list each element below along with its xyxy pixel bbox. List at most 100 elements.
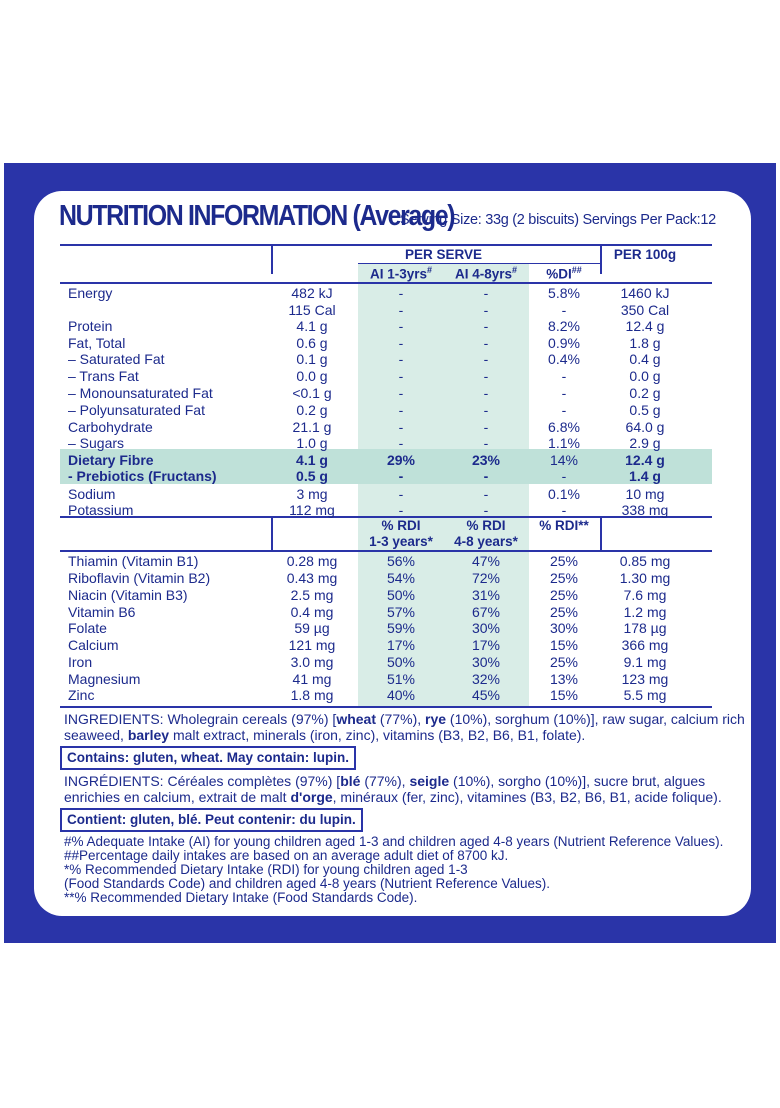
vitamin-rdi-cell: 15% [549,687,579,703]
nutrient-label-cell: - Prebiotics (Fructans) [68,468,217,484]
footnote: *% Recommended Dietary Intake (RDI) for … [64,862,468,877]
ai-4-8-header: AI 4-8yrs# [454,265,518,282]
nutrient-ai13-cell: - [398,502,404,518]
ingredients-en-line2: seaweed, barley malt extract, minerals (… [64,727,586,743]
nutrient-serve-cell: 0.1 g [296,351,328,367]
nutrient-serve-cell: 0.5 g [296,468,328,484]
vitamin-rdi-cell: 30% [549,620,579,636]
vitamin-r13-cell: 57% [386,604,416,620]
page-title: NUTRITION INFORMATION (Average) [59,200,456,232]
nutrient-ai48-cell: - [483,302,489,318]
header-rule [60,282,712,284]
nutrient-ai13-cell: - [398,468,404,484]
vitamin-r13-cell: 17% [386,637,416,653]
vitamin-serve-cell: 121 mg [288,637,336,653]
allergen-box-en: Contains: gluten, wheat. May contain: lu… [60,746,357,770]
ingredients-fr-line2: enrichies en calcium, extrait de malt d'… [64,789,722,805]
ingredients-fr-line1: INGRÉDIENTS: Céréales complètes (97%) [b… [64,773,706,789]
nutrient-di-cell: 14% [549,452,579,468]
nutrient-ai48-cell: - [483,368,489,384]
nutrient-p100-cell: 2.9 g [629,435,661,451]
vitamin-p100-cell: 178 µg [623,620,667,636]
vitamin-r48-cell: 32% [471,671,501,687]
vitamin-p100-cell: 1.30 mg [619,570,671,586]
nutrient-label-cell: Dietary Fibre [68,452,154,468]
vitamin-rdi-cell: 15% [549,637,579,653]
nutrient-di-cell: 0.4% [548,351,580,367]
per-serve-header: PER SERVE [404,247,483,262]
nutrient-di-cell: - [561,468,567,484]
nutrient-di-cell: - [561,302,567,318]
table-top-rule [60,244,712,246]
nutrient-p100-cell: 338 mg [621,502,669,518]
rdi-divider-left [271,516,273,550]
vitamin-r48-cell: 30% [471,654,501,670]
nutrient-ai13-cell: - [398,351,404,367]
nutrient-ai13-cell: 29% [386,452,416,468]
nutrient-serve-cell: 4.1 g [296,452,328,468]
vitamin-label-cell: Iron [68,654,93,670]
nutrient-ai48-cell: - [483,502,489,518]
nutrient-label-cell: – Sugars [68,435,125,451]
vitamin-serve-cell: 0.43 mg [286,570,338,586]
ai-1-3-header: AI 1-3yrs# [369,265,433,282]
nutrient-serve-cell: 21.1 g [292,419,332,435]
per-serve-underline [358,263,600,264]
nutrient-ai13-cell: - [398,419,404,435]
vitamin-r13-cell: 54% [386,570,416,586]
nutrient-label-cell: Energy [68,285,113,301]
vitamin-label-cell: Riboflavin (Vitamin B2) [68,570,211,586]
nutrient-p100-cell: 0.2 g [629,385,661,401]
nutrient-p100-cell: 1.8 g [629,335,661,351]
vitamin-serve-cell: 1.8 mg [290,687,334,703]
vitamin-label-cell: Calcium [68,637,119,653]
nutrient-di-cell: 6.8% [548,419,580,435]
nutrient-p100-cell: 0.4 g [629,351,661,367]
nutrient-p100-cell: 12.4 g [625,318,665,334]
vitamin-serve-cell: 3.0 mg [290,654,334,670]
nutrient-serve-cell: 115 Cal [288,302,336,318]
rdi-adult-header: % RDI** [539,518,589,533]
vitamin-serve-cell: 41 mg [292,671,332,687]
nutrient-di-cell: - [561,368,567,384]
nutrient-ai48-cell: - [483,419,489,435]
vitamin-r48-cell: 45% [471,687,501,703]
vitamin-r13-cell: 56% [386,553,416,569]
rdi-rule [60,516,712,518]
nutrient-ai48-cell: 23% [471,452,501,468]
nutrient-serve-cell: 4.1 g [296,318,328,334]
nutrient-ai48-cell: - [483,402,489,418]
nutrient-ai13-cell: - [398,402,404,418]
nutrient-di-cell: 1.1% [548,435,580,451]
serving-info: Serving Size: 33g (2 biscuits) Servings … [400,212,716,228]
nutrient-p100-cell: 10 mg [625,486,665,502]
vitamin-rdi-cell: 25% [549,587,579,603]
vitamin-rdi-cell: 25% [549,570,579,586]
table-bottom-rule [60,706,712,708]
nutrient-label-cell: Protein [68,318,113,334]
footnote: **% Recommended Dietary Intake (Food Sta… [64,890,418,905]
nutrient-ai48-cell: - [483,435,489,451]
nutrient-ai13-cell: - [398,486,404,502]
nutrient-serve-cell: 482 kJ [291,285,333,301]
nutrient-p100-cell: 12.4 g [625,452,665,468]
footnote: #% Adequate Intake (AI) for young childr… [64,834,724,849]
ai-column-shade [358,263,529,706]
vitamin-r13-cell: 40% [386,687,416,703]
pdi-header: %DI## [546,265,582,282]
vitamin-label-cell: Vitamin B6 [68,604,136,620]
col-divider-left [271,244,273,274]
vitamin-p100-cell: 9.1 mg [623,654,667,670]
nutrient-di-cell: - [561,385,567,401]
vitamin-rdi-cell: 25% [549,604,579,620]
fibre-highlight [60,449,712,484]
vitamin-r13-cell: 59% [386,620,416,636]
vitamin-p100-cell: 0.85 mg [619,553,671,569]
nutrient-serve-cell: 0.0 g [296,368,328,384]
nutrient-ai48-cell: - [483,285,489,301]
vitamin-p100-cell: 123 mg [621,671,669,687]
nutrient-di-cell: 0.1% [548,486,580,502]
nutrient-di-cell: - [561,402,567,418]
nutrient-label-cell: Carbohydrate [68,419,153,435]
nutrient-ai13-cell: - [398,435,404,451]
